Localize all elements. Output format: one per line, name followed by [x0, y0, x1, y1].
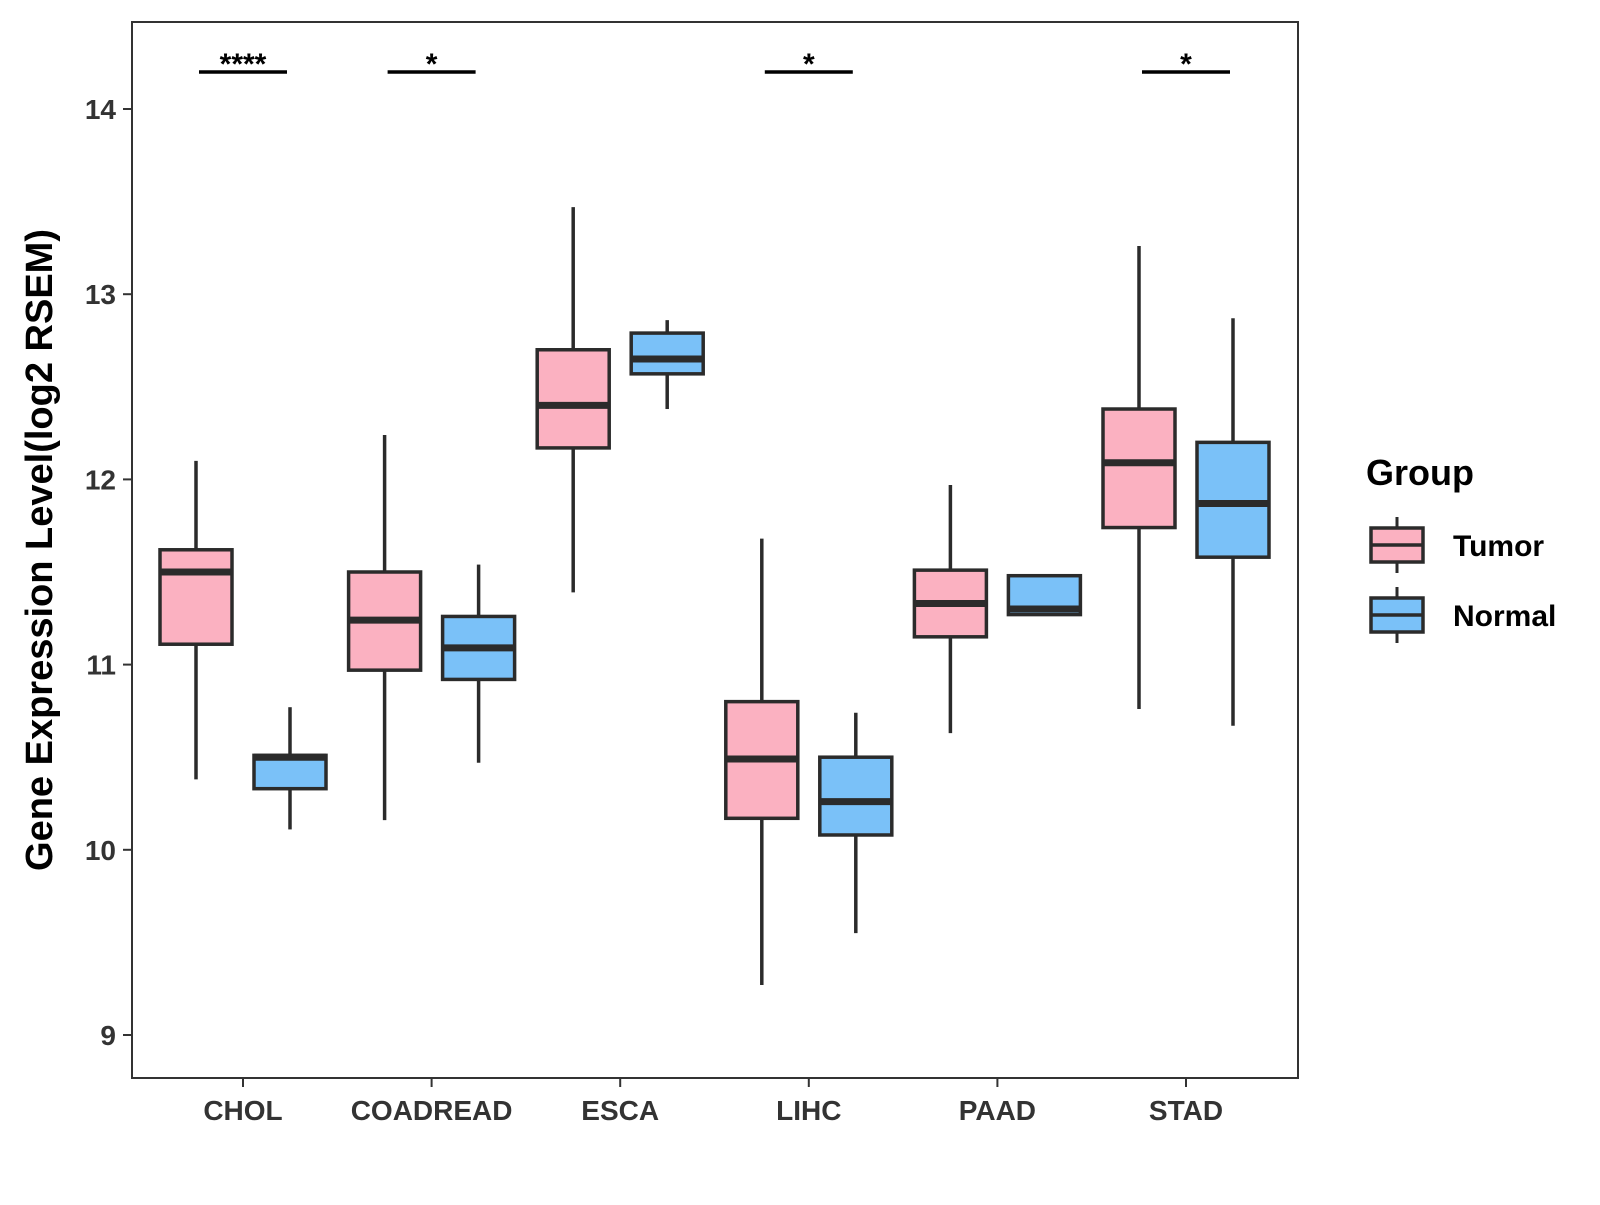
box-normal-esca [629, 320, 705, 410]
y-tick-label-13: 13 [85, 279, 116, 310]
y-axis: 9 10 11 12 13 14 [85, 94, 132, 1051]
legend-entry-tumor: Tumor [1369, 517, 1544, 573]
box-tumor-esca [535, 207, 611, 593]
significance-annotations: **** * * * [199, 48, 1230, 81]
box-normal-lihc [818, 712, 894, 934]
x-axis: CHOL COADREAD ESCA LIHC PAAD STAD [203, 1078, 1223, 1126]
x-tick-label-lihc: LIHC [776, 1095, 841, 1126]
plot-panel [131, 21, 1299, 1079]
box-tumor-coadread [346, 434, 423, 821]
box-body-normal-chol [252, 753, 328, 791]
box-normal-stad [1195, 318, 1271, 726]
legend-title: Group [1366, 452, 1474, 493]
box-tumor-lihc [724, 538, 800, 985]
legend-label-tumor: Tumor [1453, 530, 1544, 563]
box-body-normal-stad [1195, 440, 1271, 559]
x-tick-label-stad: STAD [1149, 1095, 1223, 1126]
sig-label-lihc: * [803, 48, 815, 81]
box-normal-coadread [440, 564, 517, 763]
box-body-tumor-esca [535, 348, 611, 450]
box-body-tumor-chol [158, 548, 234, 646]
x-tick-label-coadread: COADREAD [351, 1095, 513, 1126]
legend-label-normal: Normal [1453, 600, 1556, 633]
y-tick-label-11: 11 [86, 650, 116, 681]
box-normal-chol [252, 707, 328, 830]
y-tick-label-12: 12 [85, 464, 116, 495]
sig-label-stad: * [1180, 48, 1192, 81]
legend: Group Tumor Normal [1366, 452, 1556, 643]
y-tick-label-10: 10 [85, 835, 116, 866]
box-normal-paad [1006, 573, 1083, 617]
x-tick-label-chol: CHOL [203, 1095, 282, 1126]
y-tick-label-14: 14 [85, 94, 117, 125]
y-axis-title: Gene Expression Level(log2 RSEM) [19, 229, 61, 871]
x-tick-label-esca: ESCA [581, 1095, 659, 1126]
box-body-normal-esca [629, 331, 705, 376]
box-tumor-stad [1101, 246, 1177, 710]
sig-label-chol: **** [220, 48, 267, 81]
box-body-normal-lihc [818, 755, 894, 837]
box-tumor-paad [912, 484, 989, 734]
box-body-tumor-stad [1101, 407, 1177, 530]
y-tick-label-9: 9 [100, 1020, 116, 1051]
x-tick-label-paad: PAAD [959, 1095, 1036, 1126]
sig-label-coadread: * [426, 48, 438, 81]
box-tumor-chol [158, 460, 234, 780]
box-series [158, 207, 1271, 985]
legend-entry-normal: Normal [1369, 587, 1556, 643]
